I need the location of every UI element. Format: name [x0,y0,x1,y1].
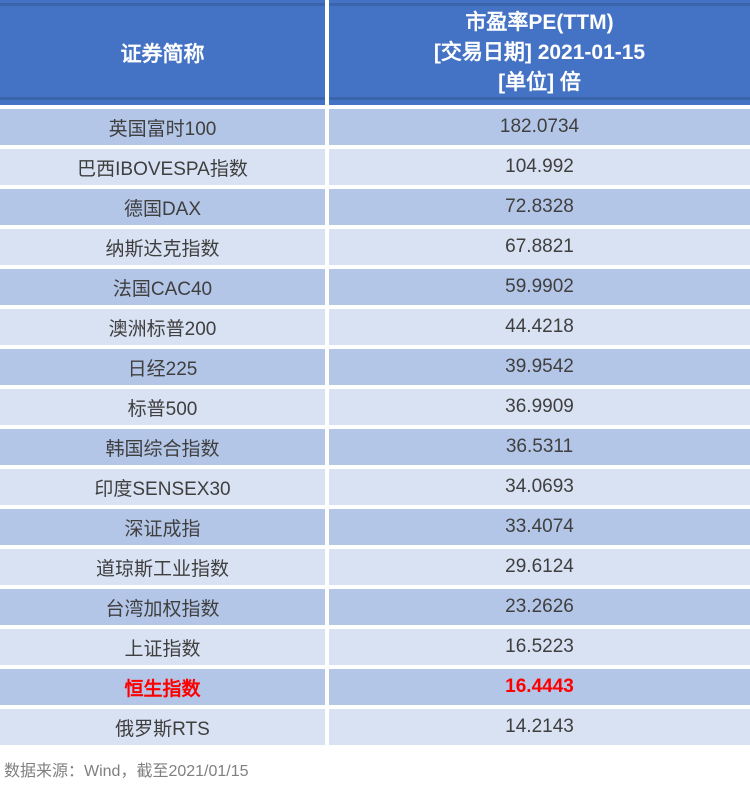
table-row: 澳洲标普200 44.4218 [0,309,750,345]
table-row: 道琼斯工业指数 29.6124 [0,549,750,585]
security-name-cell: 恒生指数 [0,669,325,705]
security-name-cell: 标普500 [0,389,325,425]
table-header: 证券简称 市盈率PE(TTM) [交易日期] 2021-01-15 [单位] 倍 [0,0,750,105]
header-pe-title: 市盈率PE(TTM) [交易日期] 2021-01-15 [单位] 倍 [329,0,750,105]
pe-value-cell: 44.4218 [329,309,750,345]
pe-value-cell: 36.5311 [329,429,750,465]
header-pe-title-line3: [单位] 倍 [498,70,581,94]
table-row: 英国富时100 182.0734 [0,109,750,145]
table-row: 俄罗斯RTS 14.2143 [0,709,750,745]
pe-value-cell: 33.4074 [329,509,750,545]
security-name-cell: 俄罗斯RTS [0,709,325,745]
pe-value-cell: 23.2626 [329,589,750,625]
pe-value-cell: 104.992 [329,149,750,185]
security-name-cell: 深证成指 [0,509,325,545]
pe-value-cell: 59.9902 [329,269,750,305]
pe-value-cell: 182.0734 [329,109,750,145]
security-name-cell: 日经225 [0,349,325,385]
pe-value-cell: 16.4443 [329,669,750,705]
pe-value-cell: 39.9542 [329,349,750,385]
pe-value-cell: 67.8821 [329,229,750,265]
security-name-cell: 印度SENSEX30 [0,469,325,505]
table-row: 德国DAX 72.8328 [0,189,750,225]
table-row: 日经225 39.9542 [0,349,750,385]
table-row: 法国CAC40 59.9902 [0,269,750,305]
pe-value-cell: 14.2143 [329,709,750,745]
table-row: 巴西IBOVESPA指数 104.992 [0,149,750,185]
header-pe-title-line1: 市盈率PE(TTM) [465,10,614,34]
pe-table: 证券简称 市盈率PE(TTM) [交易日期] 2021-01-15 [单位] 倍… [0,0,750,745]
pe-value-cell: 72.8328 [329,189,750,225]
security-name-cell: 道琼斯工业指数 [0,549,325,585]
header-security-name-label: 证券简称 [120,42,205,66]
table-row: 印度SENSEX30 34.0693 [0,469,750,505]
table-row: 台湾加权指数 23.2626 [0,589,750,625]
security-name-cell: 巴西IBOVESPA指数 [0,149,325,185]
pe-value-cell: 29.6124 [329,549,750,585]
table-row: 标普500 36.9909 [0,389,750,425]
security-name-cell: 德国DAX [0,189,325,225]
security-name-cell: 韩国综合指数 [0,429,325,465]
source-note: 数据来源：Wind，截至2021/01/15 [4,763,249,780]
header-pe-title-line2: [交易日期] 2021-01-15 [433,40,646,64]
table-row: 上证指数 16.5223 [0,629,750,665]
security-name-cell: 纳斯达克指数 [0,229,325,265]
table-row: 韩国综合指数 36.5311 [0,429,750,465]
security-name-cell: 法国CAC40 [0,269,325,305]
security-name-cell: 澳洲标普200 [0,309,325,345]
security-name-cell: 台湾加权指数 [0,589,325,625]
header-security-name: 证券简称 [0,0,325,105]
pe-value-cell: 16.5223 [329,629,750,665]
table-row: 纳斯达克指数 67.8821 [0,229,750,265]
security-name-cell: 英国富时100 [0,109,325,145]
pe-value-cell: 34.0693 [329,469,750,505]
pe-value-cell: 36.9909 [329,389,750,425]
table-row-highlighted: 恒生指数 16.4443 [0,669,750,705]
security-name-cell: 上证指数 [0,629,325,665]
table-row: 深证成指 33.4074 [0,509,750,545]
